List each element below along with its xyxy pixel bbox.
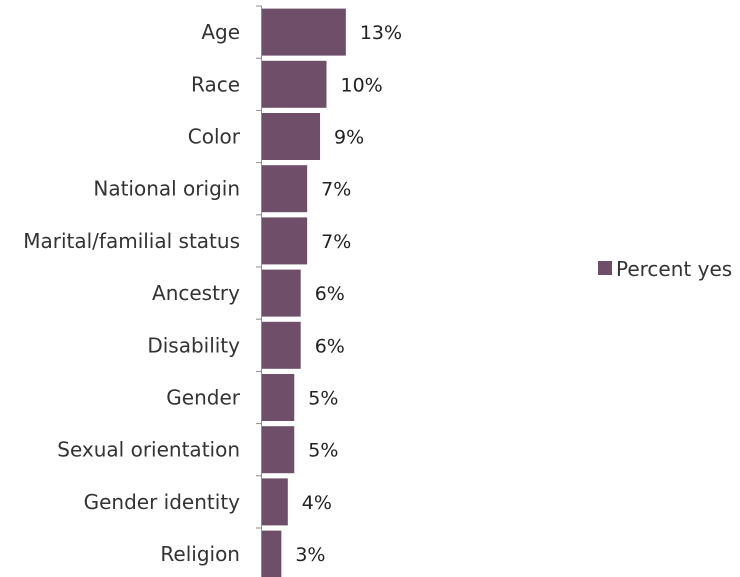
data-label-color: 9%	[334, 127, 364, 149]
bar-religion	[262, 530, 282, 577]
bar-ancestry	[262, 269, 301, 317]
bar-age	[262, 8, 346, 56]
data-label-gender-identity: 4%	[302, 492, 332, 514]
category-label-gender: Gender	[166, 386, 240, 410]
bars-group	[262, 8, 346, 577]
category-label-sexual-orientation: Sexual orientation	[57, 438, 240, 462]
data-label-race: 10%	[341, 74, 383, 96]
legend: Percent yes	[598, 257, 732, 281]
category-label-gender-identity: Gender identity	[84, 490, 241, 514]
bar-color	[262, 113, 321, 160]
category-label-race: Race	[191, 72, 240, 96]
category-label-disability: Disability	[147, 333, 240, 357]
category-label-marital-familial-status: Marital/familial status	[23, 229, 240, 253]
category-label-religion: Religion	[160, 542, 240, 566]
data-labels: 13% 10% 9% 7% 7% 6% 6% 5% 5% 4% 3%	[295, 22, 402, 566]
bar-race	[262, 60, 327, 108]
legend-label-percent-yes: Percent yes	[616, 257, 732, 281]
data-label-gender: 5%	[308, 388, 338, 410]
data-label-age: 13%	[360, 22, 402, 44]
category-label-age: Age	[201, 20, 240, 44]
data-label-sexual-orientation: 5%	[308, 440, 338, 462]
bar-gender-identity	[262, 478, 288, 526]
bar-gender	[262, 374, 295, 421]
data-label-national-origin: 7%	[321, 179, 351, 201]
data-label-religion: 3%	[295, 544, 325, 566]
bar-sexual-orientation	[262, 426, 295, 474]
bar-marital-familial-status	[262, 217, 308, 265]
data-label-disability: 6%	[315, 335, 345, 357]
bar-disability	[262, 321, 301, 369]
category-label-ancestry: Ancestry	[152, 281, 240, 305]
data-label-marital-familial-status: 7%	[321, 231, 351, 253]
bar-national-origin	[262, 165, 308, 213]
data-label-ancestry: 6%	[315, 283, 345, 305]
legend-swatch	[598, 261, 612, 275]
category-label-national-origin: National origin	[93, 177, 240, 201]
y-axis	[256, 5, 262, 577]
category-label-color: Color	[188, 125, 241, 149]
category-labels: Age Race Color National origin Marital/famil…	[23, 20, 241, 566]
